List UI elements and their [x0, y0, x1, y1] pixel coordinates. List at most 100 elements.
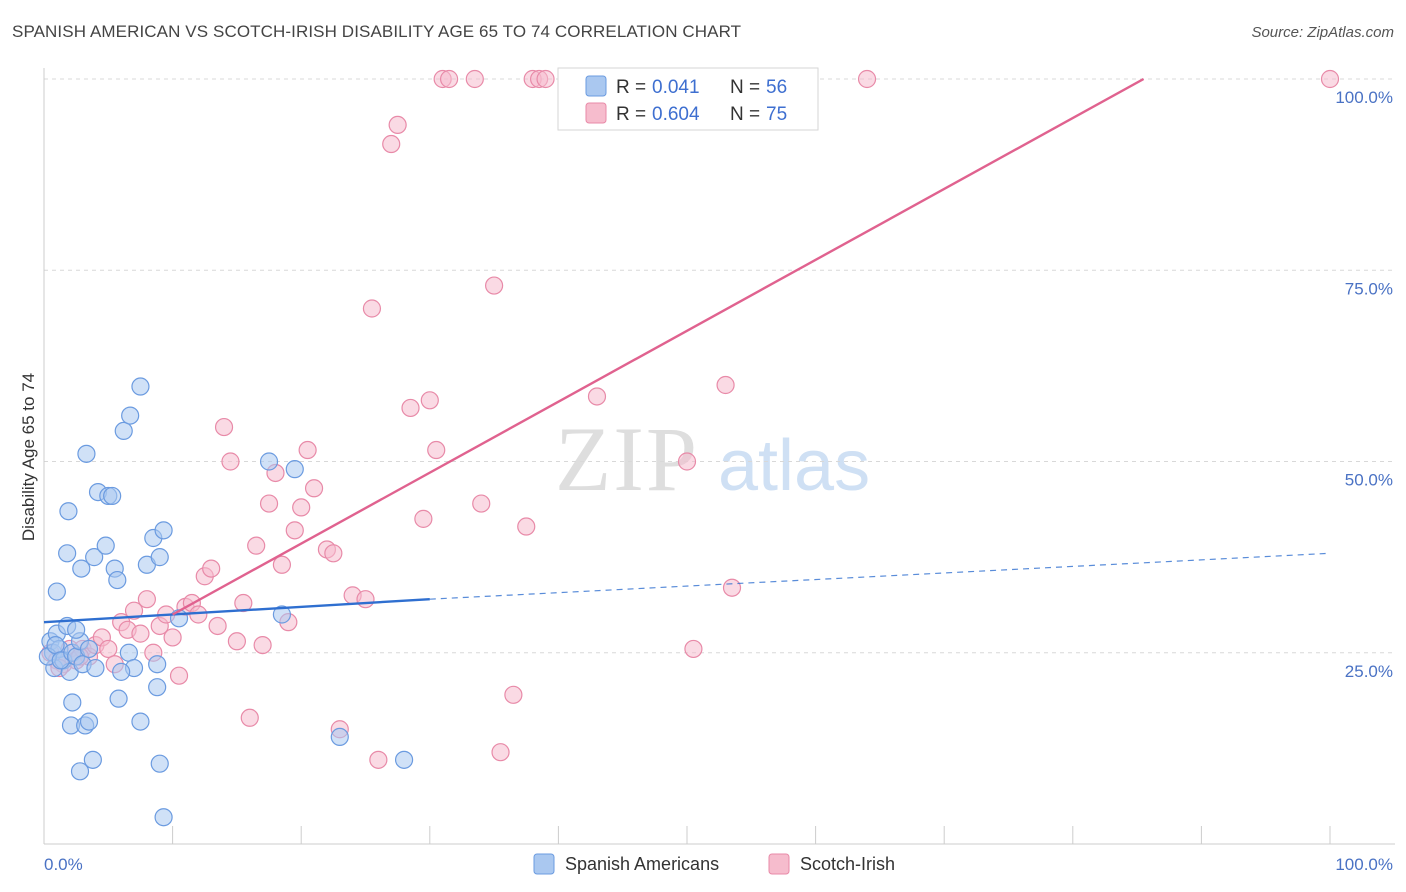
y-tick-label-75: 75.0%: [1345, 279, 1393, 298]
spanish-americans-points: [38, 377, 414, 827]
scotch-irish-point-15: [137, 590, 156, 609]
scotch-irish-point-41: [304, 479, 324, 498]
legend-pink-r-label: R =: [616, 104, 646, 125]
scotch-irish-point-62: [517, 517, 536, 536]
x-tick-label-min: 0.0%: [44, 855, 83, 874]
spanish-american-point-52: [272, 605, 292, 624]
spanish-american-point-56: [86, 658, 105, 678]
bottom-legend-label-blue: Spanish Americans: [565, 854, 719, 874]
scotch-irish-point-72: [1320, 69, 1340, 89]
scotch-irish-point-40: [298, 440, 317, 460]
scotch-irish-point-14: [131, 624, 150, 643]
scotch-irish-point-65: [536, 69, 555, 89]
y-tick-label-25: 25.0%: [1345, 662, 1393, 681]
scotch-irish-point-70: [722, 578, 742, 597]
spanish-american-point-44: [83, 750, 102, 769]
spanish-american-point-39: [148, 678, 167, 697]
scotch-irish-point-36: [272, 555, 292, 574]
trend-lines: [43, 77, 1331, 624]
bottom-legend-label-pink: Scotch-Irish: [800, 854, 895, 874]
scotch-irish-point-9: [99, 639, 118, 659]
source-credit: Source: ZipAtlas.com: [1251, 24, 1394, 41]
scotch-irish-point-27: [214, 417, 234, 437]
scotch-irish-point-34: [259, 494, 279, 513]
scotch-irish-point-33: [253, 635, 272, 655]
scotch-irish-point-32: [247, 536, 266, 555]
legend-blue-r-value: 0.041: [652, 77, 700, 98]
spanish-american-point-37: [154, 521, 173, 540]
scotch-irish-point-26: [208, 616, 227, 636]
spanish-american-point-33: [131, 377, 150, 396]
spanish-americans-trend-line: [43, 598, 430, 624]
spanish-american-point-19: [67, 620, 86, 639]
scotch-irish-point-39: [292, 498, 311, 517]
scotch-irish-point-29: [227, 632, 246, 651]
scotch-irish-point-59: [485, 276, 504, 295]
scotch-irish-point-56: [439, 69, 459, 89]
legend-pink-n-label: N =: [730, 104, 760, 125]
legend-swatch-pink: [585, 102, 607, 124]
spanish-american-point-55: [148, 655, 167, 674]
legend-blue-n-value: 56: [766, 77, 787, 98]
legend-swatch-blue: [585, 75, 607, 97]
spanish-american-point-29: [114, 421, 133, 440]
top-legend: R = 0.041 N = 56 R = 0.604 N = 75: [557, 67, 819, 131]
scotch-irish-point-66: [587, 387, 607, 406]
scotch-irish-point-60: [491, 743, 510, 762]
scotch-irish-point-50: [388, 115, 407, 135]
scotch-irish-point-48: [369, 750, 388, 769]
spanish-american-point-17: [58, 544, 77, 563]
scotch-irish-point-51: [401, 398, 420, 418]
scotch-irish-point-57: [465, 69, 484, 89]
scotch-irish-point-13: [124, 601, 144, 620]
spanish-american-point-24: [96, 536, 115, 555]
scotch-irish-point-30: [234, 593, 253, 613]
spanish-american-point-31: [119, 643, 138, 662]
spanish-american-point-38: [169, 609, 189, 628]
axes: [43, 68, 1395, 845]
spanish-american-point-30: [121, 406, 140, 425]
spanish-american-point-26: [103, 486, 122, 506]
spanish-american-point-46: [109, 689, 128, 708]
scotch-irish-point-46: [356, 590, 375, 609]
legend-blue-r-label: R =: [616, 77, 646, 98]
spanish-american-point-16: [47, 582, 66, 601]
spanish-american-point-21: [77, 444, 96, 463]
bottom-legend-swatch-blue: [533, 853, 555, 875]
scotch-irish-point-69: [716, 375, 735, 395]
scotch-irish-point-20: [169, 666, 189, 685]
bottom-legend: Spanish Americans Scotch-Irish: [533, 853, 895, 875]
scotch-irish-trend-line: [172, 77, 1145, 616]
scotch-irish-point-68: [684, 639, 703, 659]
scotch-irish-point-31: [240, 708, 259, 727]
spanish-american-point-54: [394, 750, 414, 769]
scotch-irish-point-19: [163, 628, 182, 647]
scotch-irish-point-38: [285, 521, 304, 540]
scotch-irish-point-47: [362, 299, 382, 318]
scotch-irish-point-52: [414, 509, 433, 528]
scotch-irish-point-61: [504, 685, 523, 704]
scotch-irish-point-54: [427, 440, 446, 460]
legend-pink-n-value: 75: [766, 104, 787, 125]
y-tick-label-50: 50.0%: [1345, 471, 1393, 490]
spanish-american-point-47: [131, 712, 150, 731]
spanish-american-point-57: [112, 662, 131, 681]
scotch-irish-point-49: [382, 134, 401, 154]
spanish-american-point-51: [285, 460, 304, 479]
spanish-american-point-48: [150, 754, 169, 773]
spanish-american-point-45: [70, 762, 90, 781]
watermark-zip: ZIP: [555, 408, 699, 510]
scotch-irish-point-58: [472, 494, 491, 513]
bottom-legend-swatch-pink: [768, 853, 790, 875]
spanish-american-point-40: [63, 693, 82, 712]
watermark-atlas: atlas: [718, 426, 870, 506]
spanish-american-point-50: [259, 452, 279, 471]
spanish-american-point-36: [150, 548, 169, 567]
spanish-american-point-15: [79, 639, 99, 659]
legend-blue-n-label: N =: [730, 77, 760, 98]
spanish-american-point-49: [154, 808, 173, 827]
scotch-irish-point-28: [221, 452, 240, 471]
chart-title: SPANISH AMERICAN VS SCOTCH-IRISH DISABIL…: [12, 22, 742, 41]
y-axis-title: Disability Age 65 to 74: [19, 373, 38, 541]
